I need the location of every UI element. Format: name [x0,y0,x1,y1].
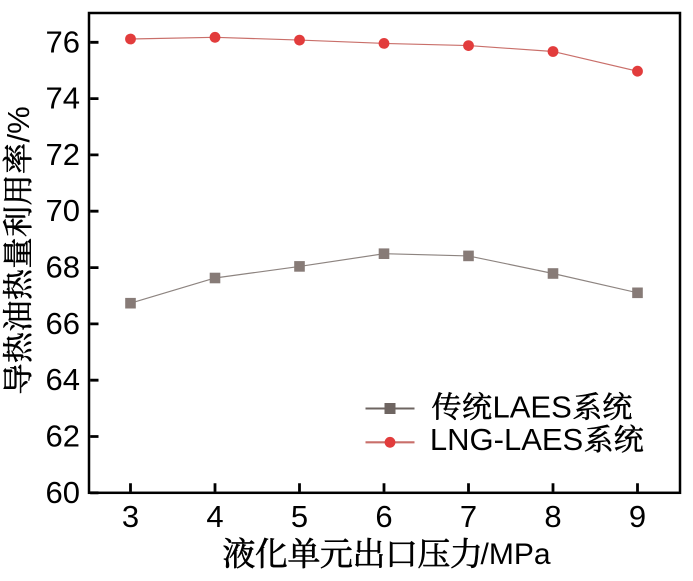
svg-text:8: 8 [544,499,561,534]
svg-text:68: 68 [46,250,80,285]
svg-text:60: 60 [46,475,80,510]
svg-text:/MPa: /MPa [481,538,551,571]
svg-text:66: 66 [46,306,80,341]
svg-text:LAES: LAES [493,390,572,425]
svg-text:LNG-LAES: LNG-LAES [430,422,583,457]
svg-text:74: 74 [46,81,80,116]
svg-text:64: 64 [46,362,80,397]
svg-text:4: 4 [206,499,223,534]
svg-text:5: 5 [291,499,308,534]
svg-text:7: 7 [460,499,477,534]
svg-text:/%: /% [1,106,36,142]
svg-text:9: 9 [629,499,646,534]
svg-text:70: 70 [46,193,80,228]
svg-text:3: 3 [122,499,139,534]
svg-text:72: 72 [46,137,80,172]
svg-text:62: 62 [46,419,80,454]
svg-text:76: 76 [46,24,80,59]
svg-text:6: 6 [375,499,392,534]
